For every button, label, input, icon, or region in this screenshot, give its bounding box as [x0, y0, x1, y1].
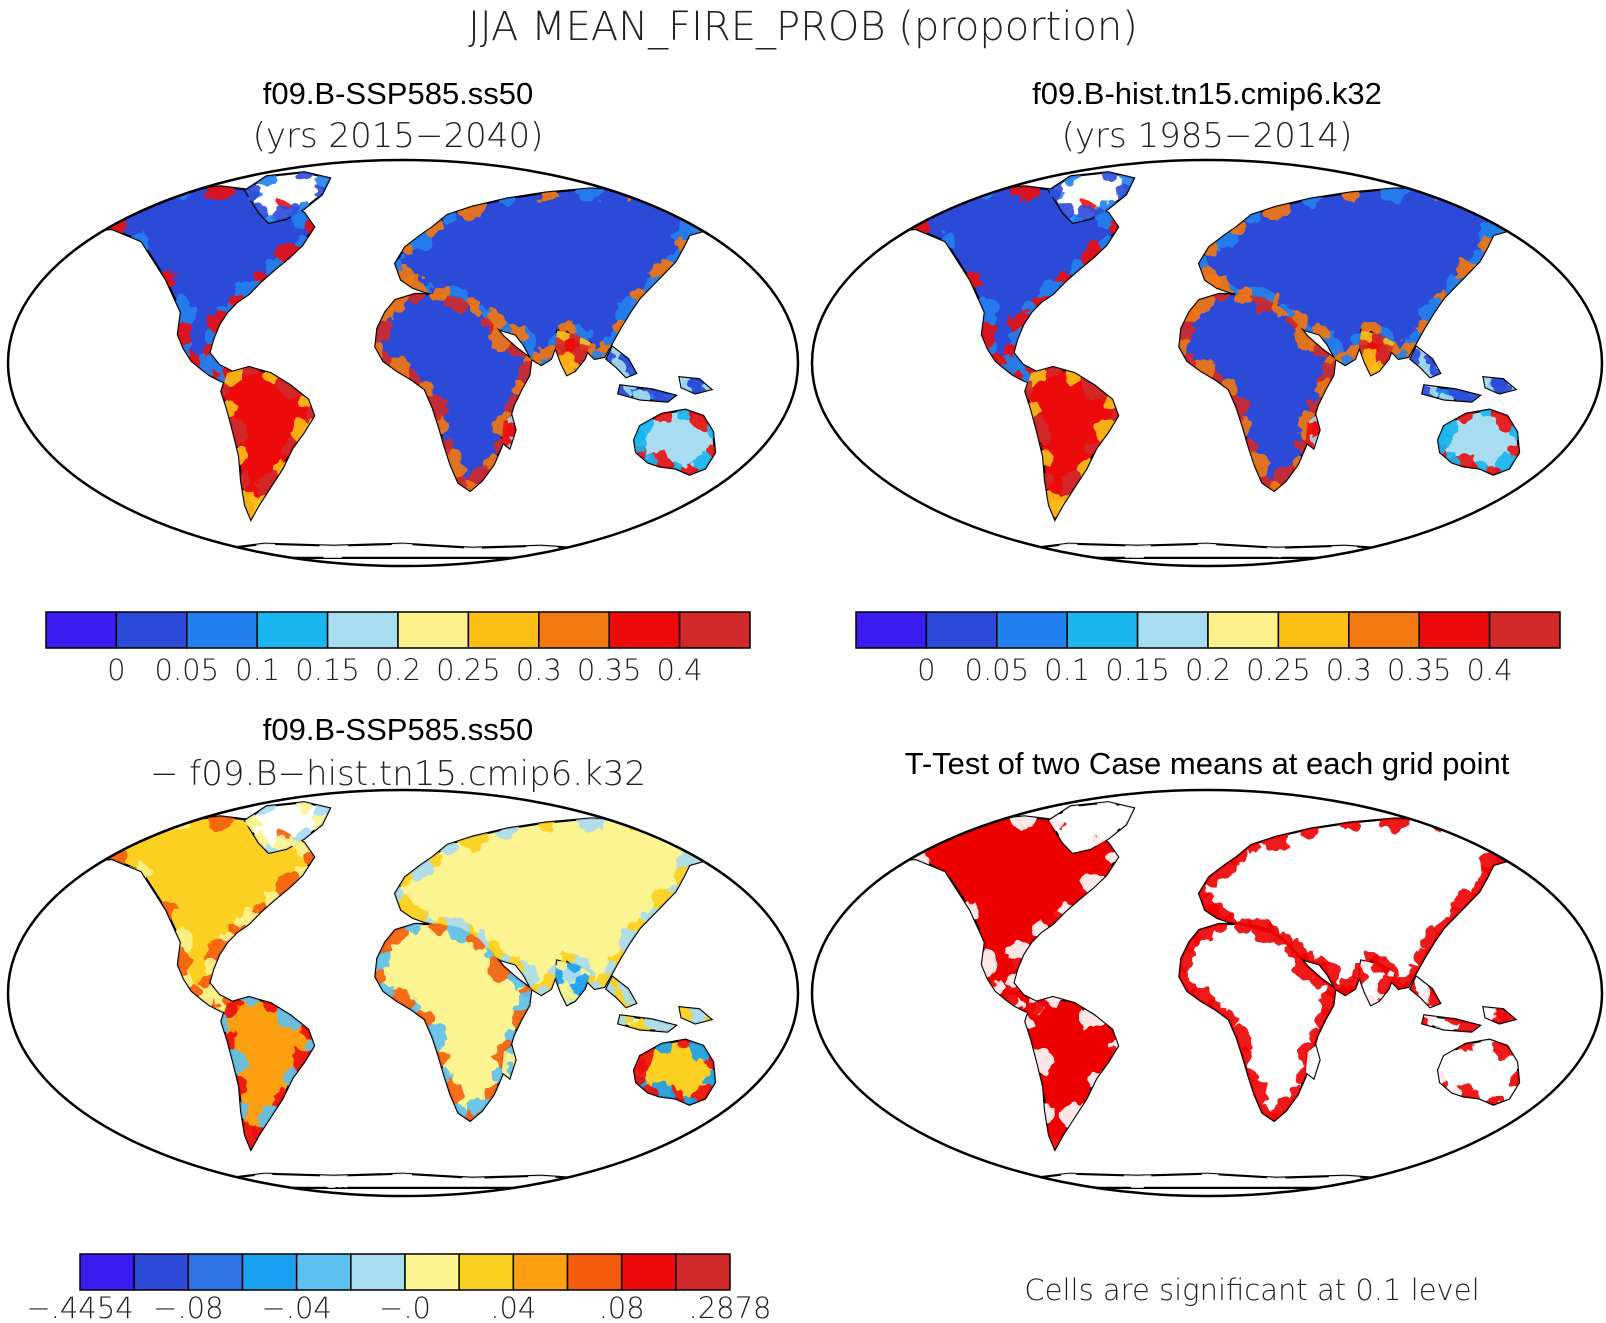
land-eurasia [395, 188, 710, 366]
panel-title-bottom-right: T-Test of two Case means at each grid po… [905, 746, 1510, 781]
colorbar-swatch [1348, 611, 1420, 649]
colorbar-swatch [397, 611, 470, 649]
figure-title: JJA MEAN_FIRE_PROB (proportion) [468, 4, 1138, 50]
colorbar-swatch [467, 611, 540, 649]
colorbar-label: 0.35 [577, 653, 642, 687]
colorbar-top-right: 0 0.05 0.1 0.15 0.2 0.25 0.3 0.35 0.4 [855, 611, 1561, 687]
map-panel-top-left [6, 158, 800, 568]
panel-title-top-left: f09.B-SSP585.ss50 [263, 76, 534, 111]
colorbar-swatch [512, 1253, 569, 1291]
colorbar-label: 0.25 [436, 653, 501, 687]
colorbar-label: −.08 [153, 1291, 223, 1323]
colorbar-swatch [45, 611, 118, 649]
map-border [6, 788, 800, 1198]
colorbar-swatch [1207, 611, 1280, 649]
colorbar-swatch [855, 611, 928, 649]
colorbar-label: .04 [490, 1291, 536, 1323]
colorbar-swatch [187, 1253, 244, 1291]
colorbar-label: 0.4 [657, 653, 703, 687]
land-eurasia [395, 818, 710, 996]
colorbar-swatch [1136, 611, 1209, 649]
colorbar-swatch [115, 611, 188, 649]
map-border [810, 788, 1604, 1198]
map-panel-top-right [810, 158, 1604, 568]
land-na [871, 186, 1119, 386]
colorbar-label: −.4454 [26, 1291, 133, 1323]
colorbar-label: 0.05 [965, 653, 1030, 687]
colorbar-swatch [996, 611, 1068, 649]
colorbar-label: 0.05 [155, 653, 220, 687]
colorbar-label: 0.15 [1105, 653, 1170, 687]
colorbar-label: 0 [107, 653, 125, 687]
panel-title-top-right: f09.B-hist.tn15.cmip6.k32 [1032, 76, 1382, 111]
colorbar-swatch [1488, 611, 1561, 649]
panel-subtitle-bottom-left: − f09.B−hist.tn15.cmip6.k32 [150, 754, 646, 794]
colorbar-label: 0.25 [1246, 653, 1311, 687]
panel-subtitle-top-right: (yrs 1985−2014) [1062, 116, 1353, 156]
land-na [67, 816, 315, 1016]
colorbar-swatch [256, 611, 329, 649]
colorbar-swatch [1277, 611, 1350, 649]
colorbar-swatch [925, 611, 998, 649]
land-eurasia [1199, 188, 1514, 366]
colorbar-label: 0.1 [234, 653, 280, 687]
colorbar-label: 0.15 [295, 653, 360, 687]
colorbar-label: .2878 [688, 1291, 771, 1323]
colorbar-swatch [79, 1253, 135, 1291]
colorbar-label: 0.4 [1467, 653, 1513, 687]
colorbar-swatch [1418, 611, 1491, 649]
map-panel-bottom-right [810, 788, 1604, 1198]
colorbar-swatch [186, 611, 258, 649]
colorbar-label: −.0 [379, 1291, 431, 1323]
colorbar-label: 0 [917, 653, 935, 687]
colorbar-label: .08 [599, 1291, 645, 1323]
colorbar-swatch [326, 611, 399, 649]
colorbar-swatch [566, 1253, 623, 1291]
colorbar-bottom-left: −.4454 −.08 −.04 −.0 .04 .08 .2878 [26, 1253, 772, 1323]
panel-title-bottom-left: f09.B-SSP585.ss50 [263, 712, 534, 747]
colorbar-swatch [133, 1253, 190, 1291]
map-border [6, 158, 800, 568]
colorbar-label: 0.35 [1387, 653, 1452, 687]
colorbar-label: 0.3 [1326, 653, 1372, 687]
colorbar-swatch [538, 611, 610, 649]
colorbar-label: 0.1 [1044, 653, 1090, 687]
colorbar-label: 0.2 [375, 653, 421, 687]
colorbar-swatch [1066, 611, 1139, 649]
colorbar-label: 0.3 [516, 653, 562, 687]
colorbar-swatch [608, 611, 681, 649]
land-na [871, 816, 1119, 1016]
colorbar-swatch [620, 1253, 677, 1291]
colorbar-label: 0.2 [1185, 653, 1231, 687]
colorbar-swatch [458, 1253, 515, 1291]
colorbar-top-left: 0 0.05 0.1 0.15 0.2 0.25 0.3 0.35 0.4 [45, 611, 751, 687]
colorbar-swatch [675, 1253, 731, 1291]
colorbar-swatch [241, 1253, 298, 1291]
significance-note: Cells are significant at 0.1 level [1024, 1273, 1479, 1307]
colorbar-swatch [678, 611, 751, 649]
map-border [810, 158, 1604, 568]
map-panel-bottom-left [6, 788, 800, 1198]
colorbar-swatch [350, 1253, 406, 1291]
colorbar-label: −.04 [261, 1291, 331, 1323]
land-eurasia [1199, 818, 1514, 996]
panel-subtitle-top-left: (yrs 2015−2040) [253, 116, 544, 156]
colorbar-swatch [404, 1253, 460, 1291]
colorbar-swatch [295, 1253, 352, 1291]
